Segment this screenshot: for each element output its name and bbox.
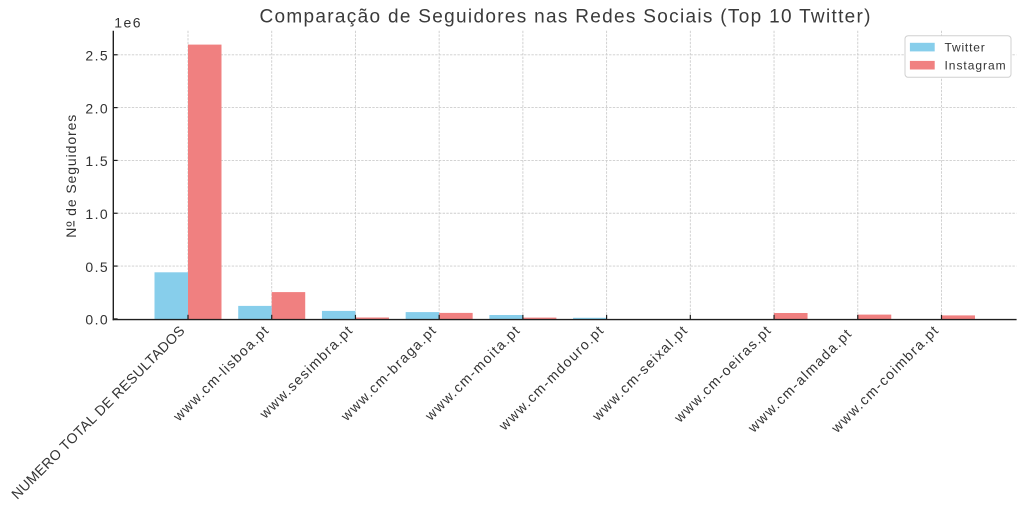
svg-text:Comparação de Seguidores nas R: Comparação de Seguidores nas Redes Socia…	[260, 7, 871, 28]
svg-text:2.0: 2.0	[85, 100, 108, 116]
svg-text:0.5: 0.5	[85, 259, 108, 275]
svg-text:1.5: 1.5	[85, 153, 108, 169]
svg-text:Nº de Seguidores: Nº de Seguidores	[63, 115, 79, 238]
svg-text:1e6: 1e6	[114, 14, 141, 30]
svg-text:Twitter: Twitter	[945, 40, 985, 54]
svg-text:0.0: 0.0	[85, 312, 108, 328]
svg-text:1.0: 1.0	[85, 206, 108, 222]
svg-text:2.5: 2.5	[85, 47, 108, 63]
svg-text:Instagram: Instagram	[945, 58, 1006, 72]
